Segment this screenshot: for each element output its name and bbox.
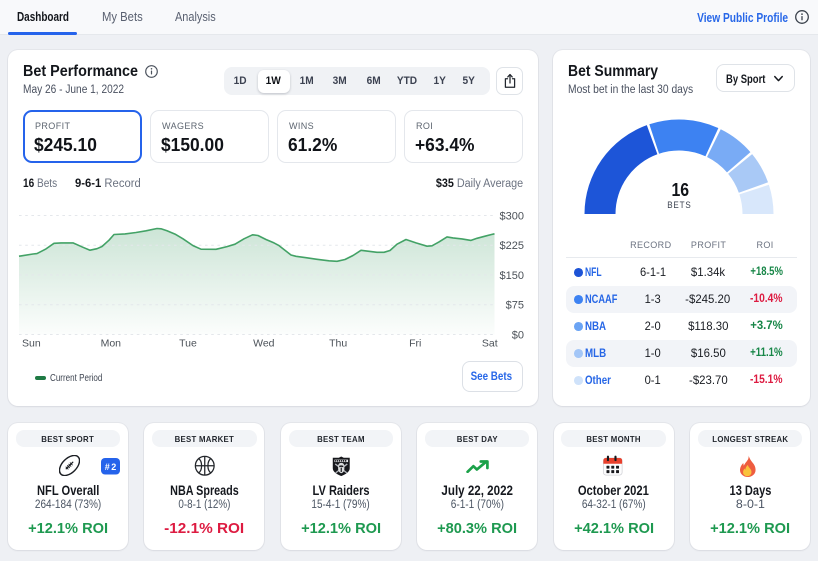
svg-text:$225: $225: [500, 240, 524, 252]
svg-text:$300: $300: [500, 210, 524, 222]
svg-text:Wed: Wed: [253, 337, 275, 349]
svg-text:$0: $0: [512, 329, 524, 341]
svg-text:Tue: Tue: [179, 337, 197, 349]
svg-text:$150: $150: [500, 270, 524, 282]
svg-text:Thu: Thu: [329, 337, 347, 349]
svg-text:Sat: Sat: [482, 337, 498, 349]
svg-text:Mon: Mon: [101, 337, 122, 349]
svg-text:#2: #2: [105, 462, 117, 472]
svg-text:Fri: Fri: [409, 337, 421, 349]
svg-text:$75: $75: [506, 300, 524, 312]
svg-text:Sun: Sun: [22, 337, 41, 349]
